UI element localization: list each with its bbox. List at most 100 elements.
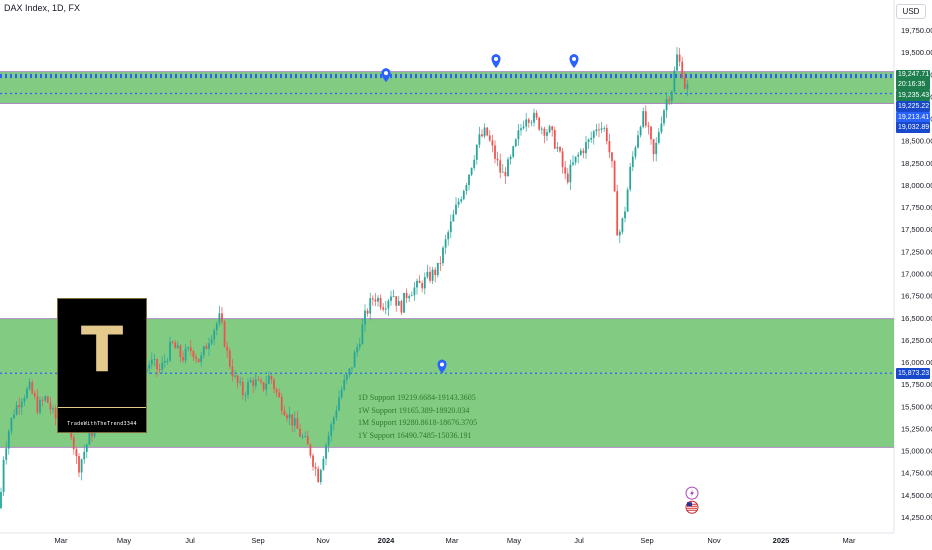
candle-body	[585, 142, 587, 154]
candle-body	[657, 132, 660, 143]
candle-body	[23, 397, 26, 402]
x-tick-label: Mar	[55, 536, 68, 545]
candle-body	[371, 298, 374, 300]
candle-body	[470, 167, 473, 175]
candle-body	[507, 159, 509, 177]
candle-body	[400, 301, 403, 313]
candle-body	[392, 296, 395, 298]
candle-body	[176, 345, 179, 349]
candle-body	[325, 445, 327, 459]
candle-body	[569, 164, 572, 183]
candle-body	[543, 128, 546, 136]
candle-body	[80, 459, 83, 473]
candle-body	[564, 167, 567, 174]
candle-body	[514, 139, 517, 147]
candle-body	[293, 418, 296, 426]
candle-body	[496, 158, 499, 161]
candle-body	[626, 189, 629, 212]
candle-body	[668, 99, 671, 101]
candle-body	[639, 127, 642, 136]
candle-body	[624, 211, 626, 219]
candle-body	[410, 295, 413, 297]
x-tick-label: Jul	[574, 536, 584, 545]
candle-body	[75, 449, 78, 457]
candle-body	[179, 345, 182, 358]
logo-handle: TradeWithTheTrend3344	[67, 421, 137, 427]
candle-body	[286, 415, 288, 419]
candle-body	[683, 77, 686, 89]
candle-body	[273, 379, 275, 390]
logo-rule	[58, 407, 146, 408]
candle-body	[369, 298, 372, 314]
candle-body	[304, 436, 307, 438]
candle-body	[390, 296, 392, 301]
price-tag-value: 19,235.43	[898, 92, 930, 99]
candle-body	[260, 380, 262, 383]
candle-body	[387, 300, 390, 309]
candle-body	[41, 399, 44, 401]
x-tick-label: Jul	[185, 536, 195, 545]
candle-body	[195, 356, 197, 359]
candle-body	[582, 150, 585, 154]
candle-body	[301, 436, 304, 438]
price-tag: 19,247.71 20:16:35	[896, 70, 930, 90]
candle-body	[299, 428, 301, 437]
candle-body	[228, 350, 231, 367]
candle-body	[202, 346, 205, 356]
x-tick-label: May	[117, 536, 131, 545]
currency-button[interactable]: USD	[896, 4, 926, 19]
candle-body	[330, 424, 333, 436]
candle-body	[686, 83, 689, 89]
candle-body	[525, 119, 528, 127]
candle-body	[192, 351, 195, 357]
candle-body	[28, 382, 31, 389]
x-tick-label: 2025	[773, 536, 790, 545]
location-pin-icon-1	[491, 53, 501, 68]
candle-body	[439, 262, 442, 264]
support-note-1m: 1M Support 19280.8618-18676.3705	[358, 418, 478, 427]
candle-body	[348, 368, 351, 375]
x-tick-label: Mar	[843, 536, 856, 545]
x-tick-label: Mar	[446, 536, 459, 545]
candle-body	[288, 414, 291, 419]
y-tick-label: 15,250.00	[901, 424, 932, 433]
candle-body	[280, 397, 283, 411]
candle-body	[36, 396, 39, 413]
candle-body	[418, 280, 421, 284]
candle-body	[351, 367, 353, 369]
watermark-logo: T TradeWithTheTrend3344	[57, 298, 147, 433]
candle-body	[361, 324, 364, 345]
candle-body	[148, 364, 151, 369]
support-note-1w: 1W Support 19165.389-18920.034	[358, 405, 470, 415]
chart-title: DAX Index, 1D, FX	[4, 3, 81, 13]
location-pin-icon-2	[569, 53, 579, 68]
candle-body	[377, 297, 379, 302]
candle-body	[13, 414, 15, 419]
candle-body	[182, 357, 184, 361]
candle-body	[598, 129, 600, 131]
candle-body	[517, 130, 520, 140]
candle-body	[5, 448, 8, 460]
support-notes: 1D Support 19219.6684-19143.3605 1W Supp…	[358, 392, 477, 442]
candle-body	[395, 296, 398, 306]
candle-body	[161, 362, 164, 370]
candle-body	[39, 399, 41, 413]
candle-body	[447, 232, 450, 240]
price-tag: 19,235.43	[896, 90, 930, 101]
candle-body	[72, 437, 75, 450]
candle-body	[478, 134, 481, 145]
candle-body	[613, 161, 616, 192]
candle-body	[637, 135, 639, 148]
pin-dot	[572, 56, 576, 61]
candle-body	[590, 137, 593, 140]
candle-body	[319, 469, 322, 483]
candle-body	[522, 126, 525, 129]
candle-body	[338, 397, 340, 411]
candle-body	[629, 166, 632, 190]
candle-body	[270, 375, 273, 380]
candle-body	[600, 128, 603, 130]
candle-body	[332, 417, 335, 425]
candle-body	[210, 339, 213, 344]
